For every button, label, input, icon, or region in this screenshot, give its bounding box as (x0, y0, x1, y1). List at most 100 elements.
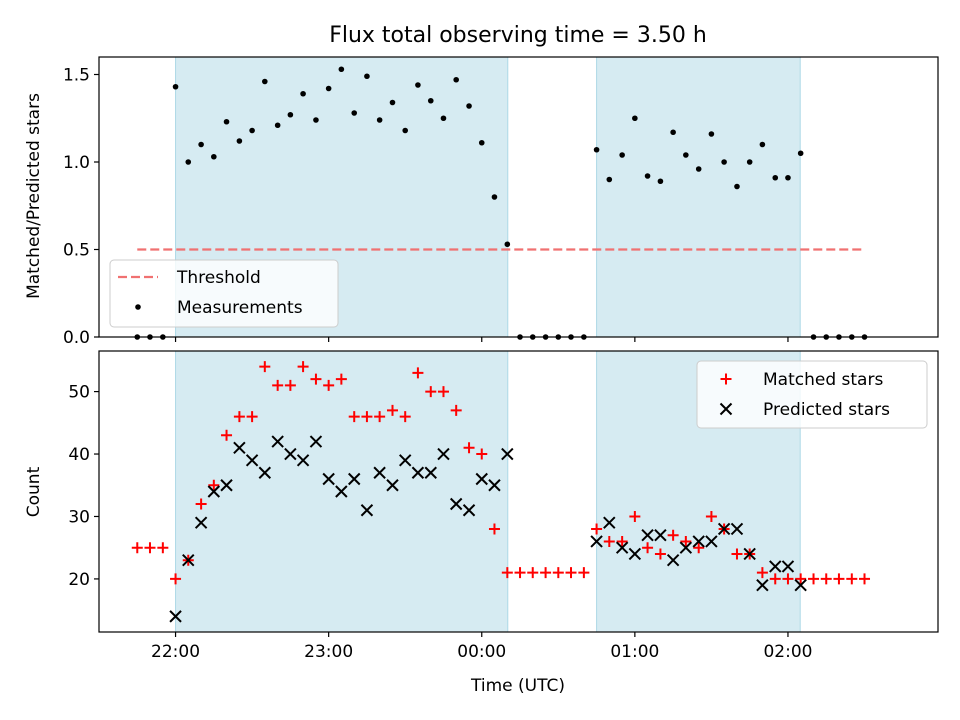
measurements-point (236, 138, 243, 144)
top-subplot: 0.0 0.5 1.0 1.5 Threshold Measurements (63, 56, 939, 348)
matched-stars-point (833, 573, 845, 585)
predicted-stars-point (449, 497, 463, 511)
matched-stars-point (540, 567, 552, 579)
matched-stars-point (591, 523, 603, 535)
measurements-point (734, 183, 740, 190)
bottom-y-tick-label: 30 (68, 507, 90, 527)
matched-stars-point (795, 573, 807, 585)
top-plot-frame (98, 56, 939, 338)
legend-threshold-label: Threshold (176, 268, 261, 288)
predicted-stars-point (641, 529, 654, 542)
matched-stars-point (501, 567, 513, 579)
measurements-point (491, 194, 498, 200)
matched-stars-point (705, 510, 717, 522)
matched-stars-point (323, 379, 335, 391)
matched-stars-point (463, 442, 475, 454)
matched-stars-point (782, 573, 794, 585)
matched-stars-point (437, 386, 449, 398)
measurements-point (338, 66, 345, 73)
measurements-point (504, 241, 511, 248)
measurements-point (313, 117, 319, 123)
measurements-point (287, 111, 294, 118)
measurements-point (185, 159, 192, 165)
measurements-point (632, 115, 638, 122)
matched-stars-point (386, 404, 398, 416)
matched-stars-point (808, 573, 820, 585)
matched-stars-point (616, 535, 628, 547)
predicted-stars-point (705, 535, 718, 548)
predicted-stars-point (386, 479, 399, 492)
predicted-stars-point (692, 535, 705, 548)
predicted-stars-point (207, 485, 221, 498)
measurements-point (376, 117, 383, 123)
matched-stars-point (157, 542, 169, 554)
predicted-stars-point (475, 472, 488, 486)
matched-stars-point (259, 361, 271, 373)
matched-stars-point (425, 386, 437, 398)
predicted-stars-point (488, 479, 501, 492)
matched-stars-point (488, 523, 500, 535)
top-y-tick-label: 1.5 (63, 66, 90, 86)
legend-measurements-label: Measurements (177, 298, 303, 318)
matched-stars-point (820, 573, 832, 585)
measurements-point (211, 153, 217, 160)
predicted-stars-point (245, 454, 259, 467)
predicted-stars-point (717, 522, 731, 536)
measurements-point (172, 83, 179, 90)
matched-stars-point (642, 542, 654, 554)
matched-stars-point (208, 479, 220, 491)
predicted-stars-point (794, 578, 807, 592)
chart-title: Flux total observing time = 3.50 h (329, 23, 707, 48)
matched-stars-point (399, 411, 411, 423)
predicted-stars-point (348, 472, 361, 486)
matched-stars-point (131, 542, 143, 554)
x-tick-label: 01:00 (610, 642, 659, 662)
measurements-point (198, 141, 204, 148)
matched-stars-point (246, 411, 258, 423)
legend-measurements-swatch (135, 304, 141, 310)
measurements-point (402, 127, 409, 134)
measurements-point (466, 103, 472, 109)
matched-stars-point (450, 404, 462, 416)
matched-stars-point (859, 573, 871, 585)
predicted-stars-point (284, 447, 297, 461)
predicted-stars-point (194, 516, 208, 529)
predicted-stars-point (603, 516, 616, 529)
matched-stars-point (144, 542, 156, 554)
matched-stars-point (756, 567, 768, 579)
measurements-point (785, 174, 791, 181)
matched-stars-point (565, 567, 577, 579)
bottom-y-axis-label: Count (24, 466, 44, 517)
measurements-point (249, 127, 255, 134)
predicted-stars-point (781, 560, 795, 573)
matched-stars-point (272, 379, 284, 391)
measurements-point (440, 115, 447, 122)
predicted-stars-point (322, 472, 335, 486)
predicted-stars-point (271, 435, 284, 448)
x-tick-label: 00:00 (457, 642, 506, 662)
matched-stars-point (170, 573, 182, 585)
measurements-point (453, 76, 459, 83)
legend-predicted-label: Predicted stars (763, 400, 890, 420)
measurements-point (223, 118, 230, 125)
legend-predicted-swatch (719, 402, 733, 416)
measurements-point (708, 131, 715, 137)
measurements-point (759, 141, 766, 148)
measurements-point (657, 178, 664, 185)
x-tick-label: 22:00 (151, 642, 200, 662)
predicted-stars-point (258, 466, 272, 479)
top-shaded-region-1 (596, 56, 801, 338)
predicted-stars-point (654, 529, 667, 542)
predicted-stars-point (590, 535, 603, 548)
matched-stars-point (348, 411, 360, 423)
predicted-stars-point (756, 578, 769, 592)
matched-stars-point (731, 548, 743, 560)
predicted-stars-point (743, 547, 756, 561)
predicted-stars-point (462, 504, 476, 517)
bottom-y-tick-label: 20 (68, 570, 90, 590)
predicted-stars-point (615, 541, 629, 554)
matched-stars-point (527, 567, 539, 579)
measurements-point (606, 176, 613, 183)
measurements-point (721, 159, 727, 165)
measurements-point (364, 73, 370, 80)
